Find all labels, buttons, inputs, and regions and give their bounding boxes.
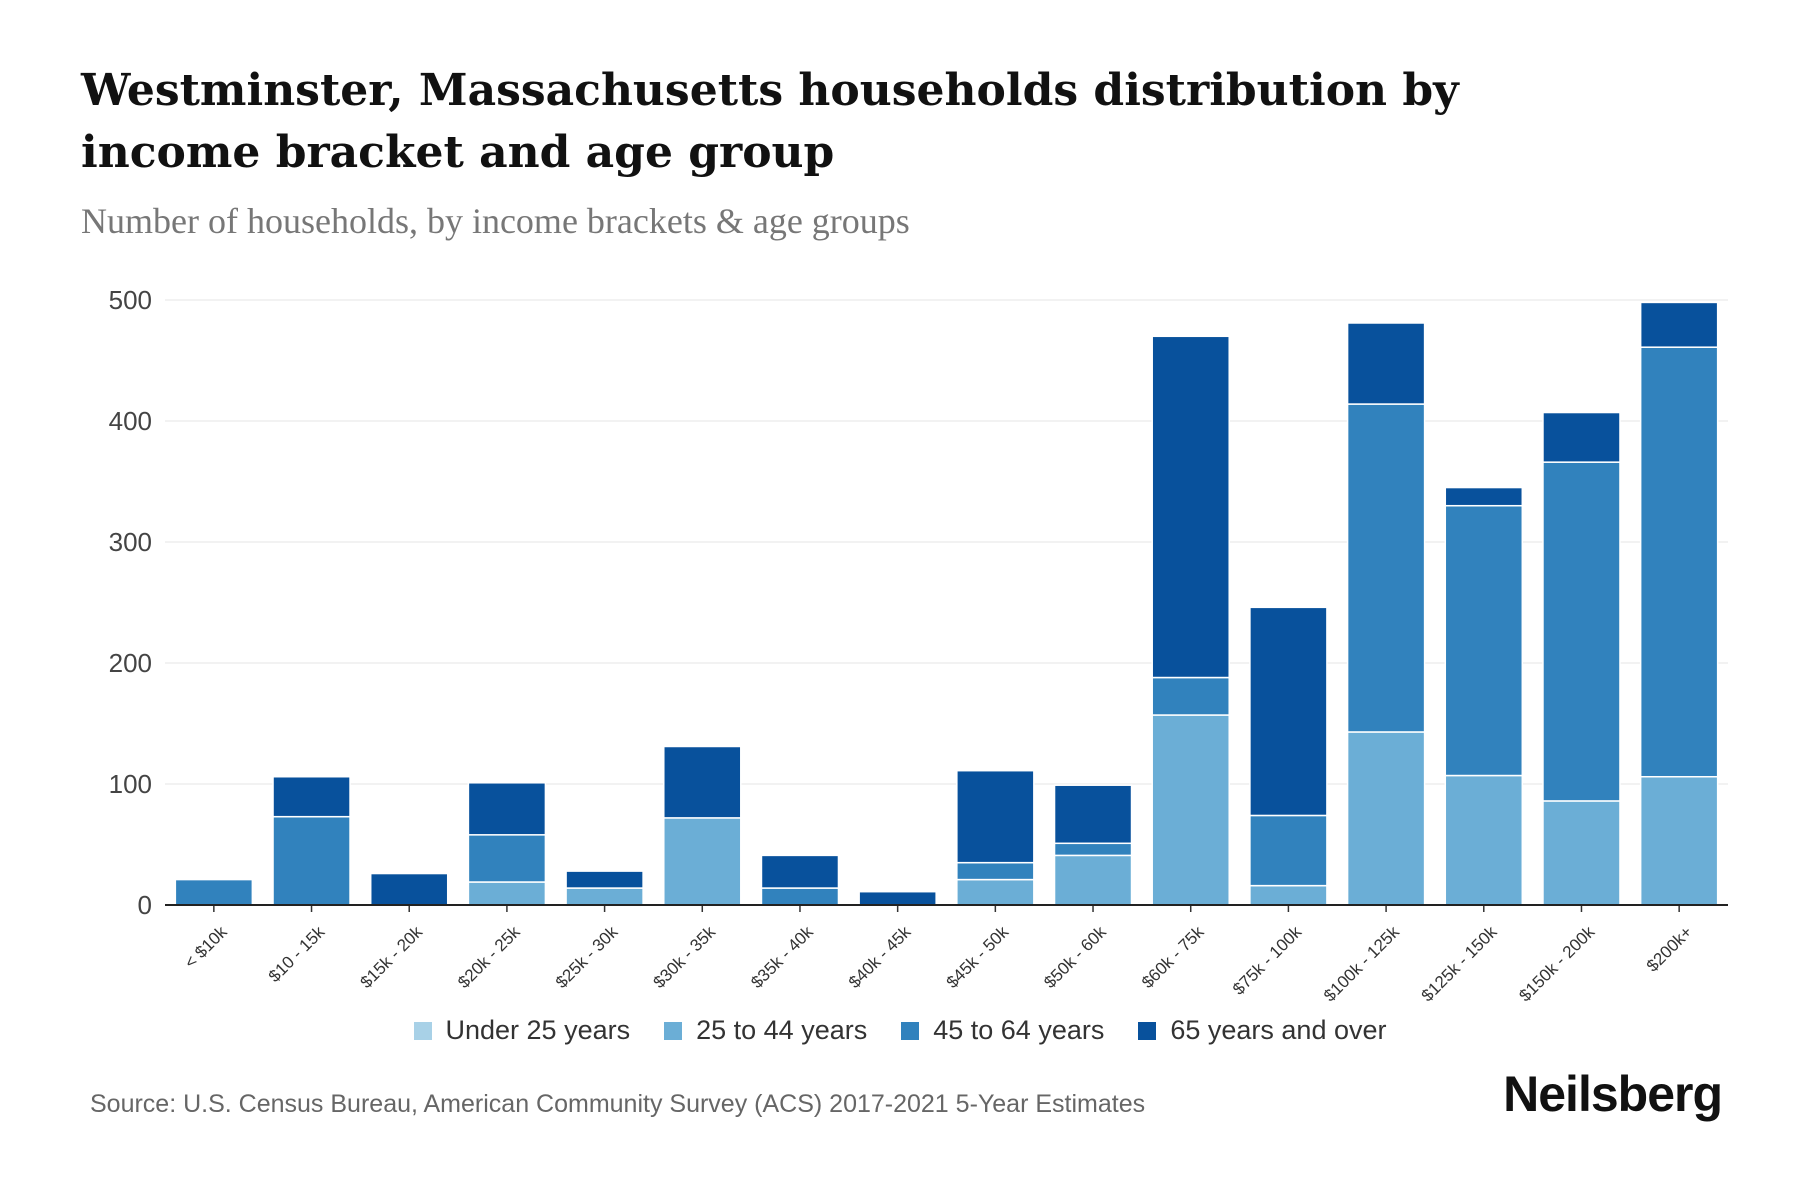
legend-label: 65 years and over bbox=[1170, 1015, 1387, 1045]
bar-segment bbox=[272, 815, 351, 906]
x-tick-label: $45k - 50k bbox=[943, 922, 1013, 992]
bar-segment bbox=[1346, 731, 1426, 906]
bar-segment bbox=[565, 870, 644, 889]
bar-segment bbox=[956, 769, 1035, 864]
x-tick-label: $125k - 150k bbox=[1418, 922, 1501, 1005]
legend-label: 45 to 64 years bbox=[933, 1015, 1105, 1045]
legend-item: 65 years and over bbox=[1138, 1015, 1387, 1046]
legend-item: 25 to 44 years bbox=[664, 1015, 867, 1046]
legend: Under 25 years 25 to 44 years 45 to 64 yea… bbox=[0, 1015, 1800, 1046]
neilsberg-logo: Neilsberg bbox=[1503, 1066, 1723, 1122]
x-tick-label: $30k - 35k bbox=[650, 922, 720, 992]
y-tick-label: 100 bbox=[109, 769, 152, 799]
chart-title: Westminster, Massachusetts households di… bbox=[81, 65, 1459, 178]
legend-swatch bbox=[413, 1021, 432, 1040]
bar-segment bbox=[1639, 301, 1719, 348]
legend-item: 45 to 64 years bbox=[901, 1015, 1104, 1046]
bar-segment bbox=[1639, 775, 1719, 906]
x-tick-label: $40k - 45k bbox=[845, 922, 915, 992]
bar-segment bbox=[956, 878, 1035, 906]
bar-segment bbox=[1053, 854, 1133, 906]
bar-segment bbox=[858, 890, 937, 906]
y-tick-label: 500 bbox=[109, 285, 152, 315]
bar-segment bbox=[565, 887, 644, 906]
bar-segment bbox=[760, 854, 840, 889]
bar-segment bbox=[1444, 774, 1524, 906]
bar-segment bbox=[760, 887, 840, 906]
bar-segment bbox=[369, 872, 449, 906]
x-tick-label: $35k - 40k bbox=[747, 922, 817, 992]
y-tick-label: 300 bbox=[109, 527, 152, 557]
legend-label: 25 to 44 years bbox=[696, 1015, 868, 1045]
bar-segment bbox=[1444, 486, 1524, 507]
bar-segment bbox=[1053, 784, 1133, 845]
x-tick-label: $200k+ bbox=[1643, 922, 1696, 975]
bar-segment bbox=[663, 817, 742, 906]
x-tick-label: $150k - 200k bbox=[1515, 922, 1598, 1005]
bar-segment bbox=[1639, 346, 1719, 778]
legend-swatch bbox=[901, 1021, 920, 1040]
x-tick-label: $50k - 60k bbox=[1040, 922, 1110, 992]
legend-swatch bbox=[664, 1021, 683, 1040]
bar-segment bbox=[1249, 884, 1328, 906]
bar-segment bbox=[1542, 800, 1621, 906]
legend-item: Under 25 years bbox=[413, 1015, 631, 1046]
bar-segment bbox=[1053, 842, 1133, 857]
bar-segment bbox=[1249, 606, 1328, 817]
bar-segment bbox=[1151, 676, 1230, 716]
bar-segment bbox=[467, 782, 547, 836]
y-tick-label: 200 bbox=[109, 648, 152, 678]
x-tick-label: $15k - 20k bbox=[356, 922, 426, 992]
bar-segment bbox=[1542, 411, 1621, 463]
bar-segment bbox=[467, 881, 547, 906]
bar-segment bbox=[1151, 714, 1230, 906]
chart-subtitle: Number of households, by income brackets… bbox=[81, 201, 910, 241]
source-note: Source: U.S. Census Bureau, American Com… bbox=[90, 1090, 1146, 1118]
x-tick-label: $25k - 30k bbox=[552, 922, 622, 992]
bar-segment bbox=[1151, 335, 1230, 679]
x-tick-label: $60k - 75k bbox=[1138, 922, 1208, 992]
bar-segment bbox=[1542, 461, 1621, 802]
y-tick-label: 0 bbox=[138, 890, 152, 920]
legend-swatch bbox=[1138, 1021, 1157, 1040]
bar-segment bbox=[1249, 814, 1328, 887]
y-tick-label: 400 bbox=[109, 406, 152, 436]
bar-segment bbox=[663, 745, 742, 819]
bar-segment bbox=[956, 861, 1035, 881]
bar-segment bbox=[174, 878, 254, 906]
x-tick-label: < $10k bbox=[181, 922, 231, 972]
x-tick-label: $20k - 25k bbox=[454, 922, 524, 992]
bar-segment bbox=[1346, 403, 1426, 733]
bar-segment bbox=[467, 834, 547, 883]
bar-segment bbox=[1444, 504, 1524, 777]
x-tick-label: $100k - 125k bbox=[1320, 922, 1403, 1005]
x-tick-label: $10 - 15k bbox=[265, 922, 329, 986]
bar-segment bbox=[272, 775, 351, 818]
legend-label: Under 25 years bbox=[445, 1015, 631, 1045]
x-tick-label: $75k - 100k bbox=[1229, 922, 1306, 999]
bar-segment bbox=[1346, 322, 1426, 405]
